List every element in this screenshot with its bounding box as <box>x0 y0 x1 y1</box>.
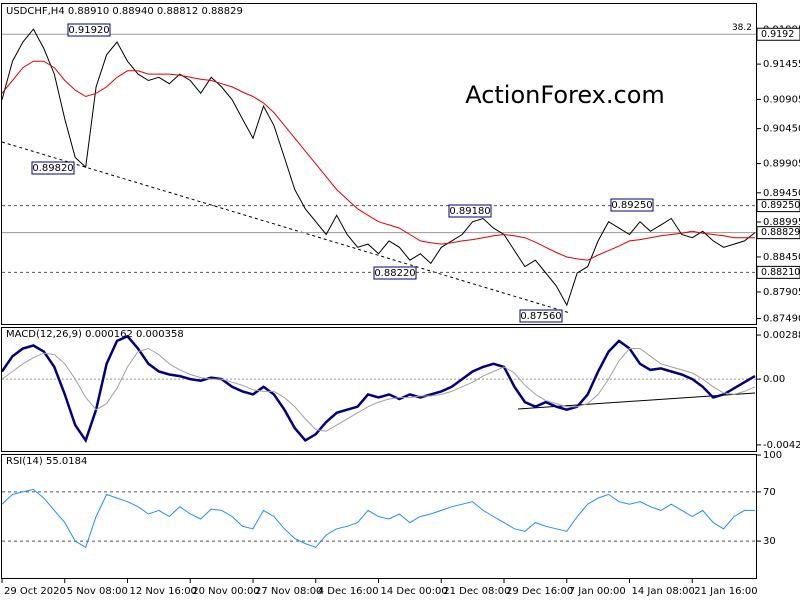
x-tick-label: 21 Dec 08:00 <box>443 586 510 597</box>
x-tick-label: 4 Dec 16:00 <box>318 586 379 597</box>
price-annotation: 0.91920 <box>68 25 109 36</box>
price-panel <box>1 3 757 325</box>
axis-price-label: 0.88829 <box>761 227 800 238</box>
price-annotation-box <box>373 266 417 280</box>
price-annotation: 0.89820 <box>32 163 73 174</box>
price-annotation-box <box>519 309 563 323</box>
price-annotation: 0.87560 <box>520 311 561 322</box>
price-annotation-box <box>610 198 654 212</box>
trend-line <box>1 141 571 314</box>
axis-price-box <box>756 27 800 41</box>
macd-panel <box>1 327 757 452</box>
x-tick-label: 29 Dec 16:00 <box>506 586 573 597</box>
panel-title: MACD(12,26,9) 0.000162 0.000358 <box>6 329 184 340</box>
x-tick-label: 7 Jan 00:00 <box>569 586 626 597</box>
price-annotation-box <box>448 204 492 218</box>
price-annotation: 0.89180 <box>449 206 490 217</box>
y-tick-label: -0.004298 <box>763 440 800 451</box>
y-tick-label: 0.00 <box>763 374 785 385</box>
x-tick-label: 21 Jan 16:00 <box>694 586 757 597</box>
series-line <box>1 488 755 549</box>
y-tick-label: 0.91455 <box>763 59 800 70</box>
axis-price-label: 0.89250 <box>761 200 800 211</box>
axis-price-label: 0.9192 <box>761 29 794 40</box>
price-annotation: 0.88220 <box>374 268 415 279</box>
x-tick-label: 27 Nov 08:00 <box>255 586 322 597</box>
panel-title: USDCHF,H4 0.88910 0.88940 0.88812 0.8882… <box>6 6 243 17</box>
y-tick-label: 70 <box>763 487 776 498</box>
y-tick-label: 0.87490 <box>763 314 800 325</box>
series-line <box>1 60 755 261</box>
x-tick-label: 29 Oct 2020 <box>4 586 66 597</box>
axis-price-box <box>756 265 800 279</box>
x-tick-label: 20 Nov 00:00 <box>192 586 259 597</box>
y-tick-label: 0.88995 <box>763 217 800 228</box>
price-annotation: 0.89250 <box>611 200 652 211</box>
axis-price-label: 0.88210 <box>761 267 800 278</box>
x-tick-label: 14 Dec 00:00 <box>381 586 448 597</box>
watermark: ActionForex.com <box>465 81 665 109</box>
y-tick-label: 0.89905 <box>763 159 800 170</box>
price-annotation-box <box>31 161 75 175</box>
series-line <box>1 347 756 432</box>
fib-label: 38.2 <box>732 23 752 33</box>
rsi-panel <box>1 454 757 579</box>
x-tick-label: 14 Jan 08:00 <box>632 586 695 597</box>
axis-price-box <box>756 226 800 240</box>
price-annotation-box <box>67 23 111 37</box>
panel-title: RSI(14) 55.0184 <box>6 456 87 467</box>
axis-price-box <box>756 199 800 213</box>
series-line <box>1 28 756 307</box>
y-tick-label: 100 <box>763 450 782 461</box>
y-tick-label: 0.00288 <box>763 330 800 341</box>
y-tick-label: 0.87905 <box>763 287 800 298</box>
y-tick-label: 0.90905 <box>763 94 800 105</box>
x-tick-label: 12 Nov 16:00 <box>130 586 197 597</box>
y-tick-label: 30 <box>763 536 776 547</box>
x-tick-label: 5 Nov 08:00 <box>67 586 128 597</box>
